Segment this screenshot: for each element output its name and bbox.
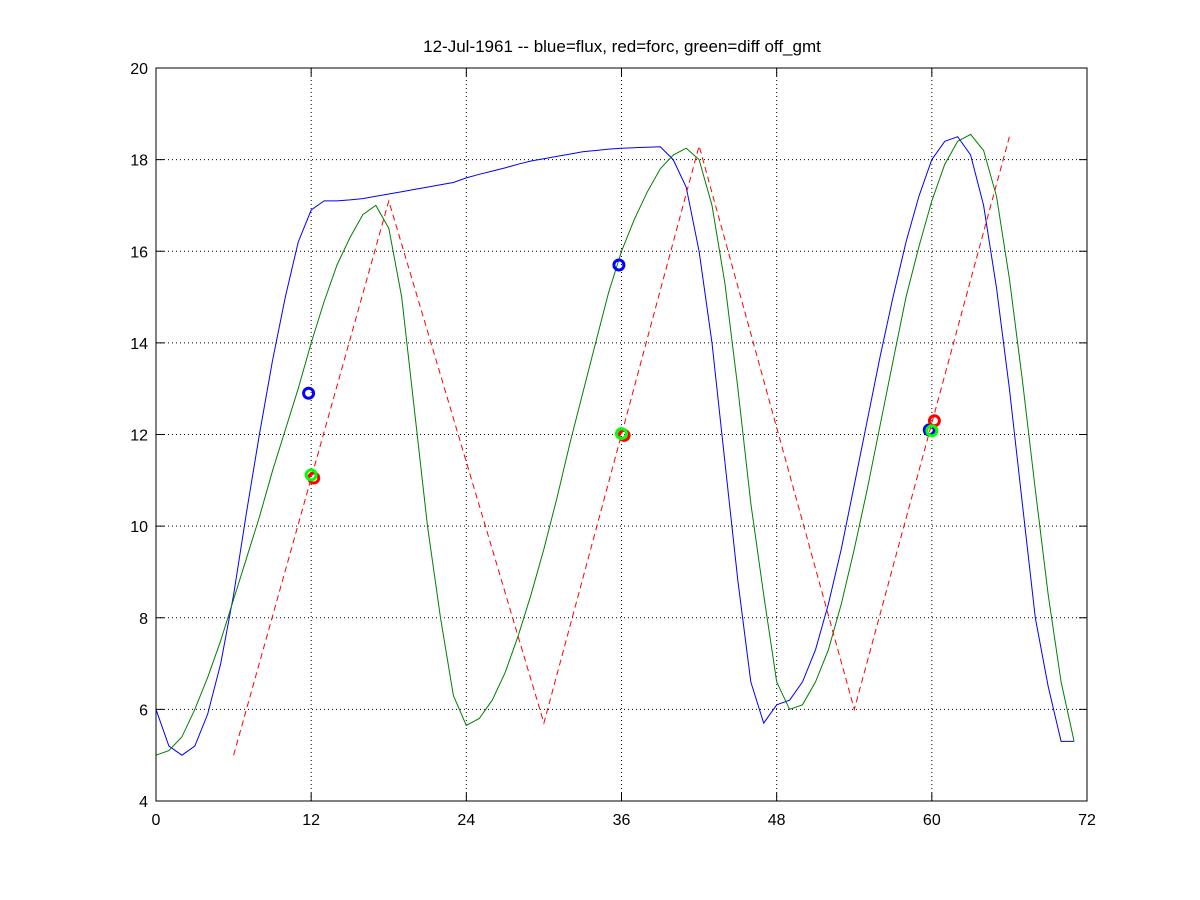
marker-green bbox=[615, 427, 628, 441]
y-tick-label: 16 bbox=[130, 244, 148, 261]
marker-layer bbox=[302, 258, 941, 485]
y-tick-label: 10 bbox=[130, 519, 148, 536]
marker-green bbox=[304, 468, 318, 482]
x-tick-label: 72 bbox=[1078, 812, 1096, 829]
tick-layer: 0 12 24 36 48 60 72 4 6 8 10 12 14 16 18 20 bbox=[130, 61, 1096, 829]
marker-green bbox=[925, 424, 939, 438]
x-tick-label: 48 bbox=[768, 812, 786, 829]
series-layer bbox=[155, 133, 1075, 756]
y-tick-label: 8 bbox=[139, 611, 148, 628]
y-tick-label: 12 bbox=[130, 428, 148, 445]
series-line-green bbox=[155, 133, 1075, 756]
marker-blue bbox=[612, 258, 626, 272]
x-tick-label: 36 bbox=[613, 812, 631, 829]
y-tick-label: 4 bbox=[139, 794, 148, 811]
x-tick-label: 0 bbox=[152, 812, 161, 829]
x-tick-label: 12 bbox=[302, 812, 320, 829]
y-tick-label: 6 bbox=[139, 702, 148, 719]
y-tick-label: 20 bbox=[130, 61, 148, 78]
y-tick-label: 18 bbox=[130, 153, 148, 170]
chart-title: 12-Jul-1961 -- blue=flux, red=forc, gree… bbox=[423, 37, 821, 56]
y-tick-label: 14 bbox=[130, 336, 148, 353]
x-tick-label: 60 bbox=[923, 812, 941, 829]
series-line-blue bbox=[155, 136, 1075, 756]
marker-blue bbox=[302, 386, 316, 400]
series-line-red-dashed bbox=[233, 136, 1010, 756]
x-tick-label: 24 bbox=[457, 812, 475, 829]
